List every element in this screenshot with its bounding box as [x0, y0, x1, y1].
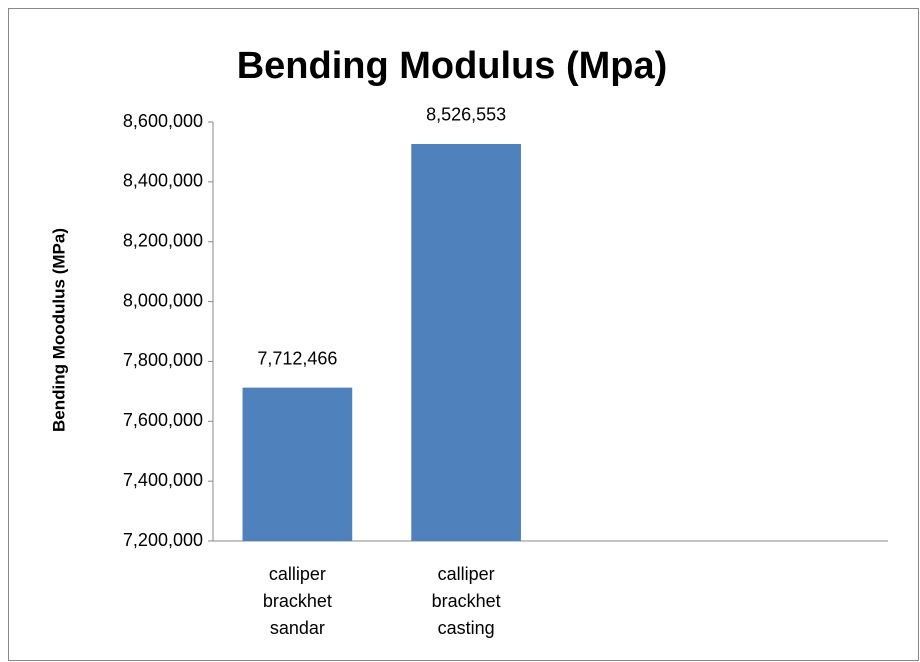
value-label: 7,712,466: [257, 348, 337, 368]
y-tick-label: 7,400,000: [123, 470, 203, 490]
y-tick-label: 7,200,000: [123, 530, 203, 550]
value-label: 8,526,553: [426, 105, 506, 125]
y-axis-title: Bending Moodulus (MPa): [49, 228, 68, 432]
y-tick-label: 7,800,000: [123, 350, 203, 370]
chart-title: Bending Modulus (Mpa): [237, 45, 668, 87]
bar: [411, 143, 521, 542]
x-tick-label: calliper brackhet casting: [432, 564, 501, 638]
y-tick-label: 8,200,000: [123, 230, 203, 250]
y-tick-label: 8,400,000: [123, 171, 203, 191]
bar: [242, 387, 353, 541]
y-tick-label: 8,600,000: [123, 111, 203, 131]
y-tick-label: 7,600,000: [123, 410, 203, 430]
y-tick-label: 8,000,000: [123, 290, 203, 310]
x-tick-label: calliper brackhet sandar: [263, 564, 332, 638]
